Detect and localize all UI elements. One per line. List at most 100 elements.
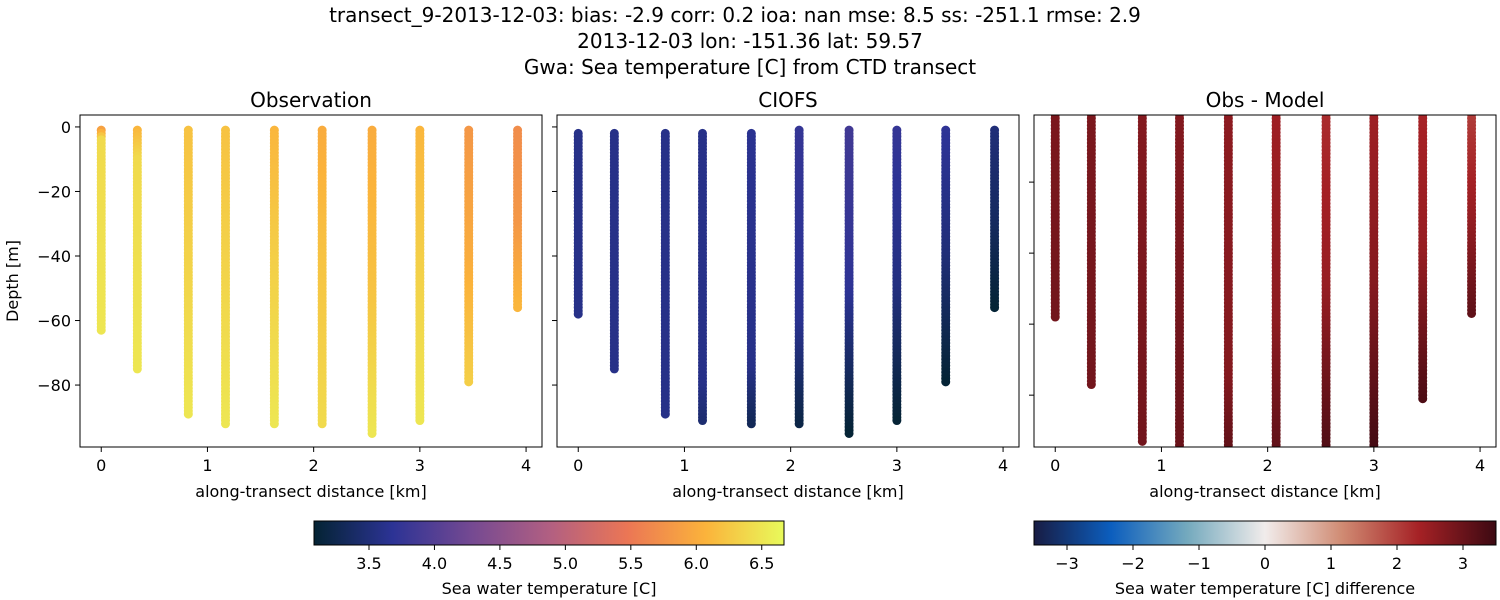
station-profile (1467, 115, 1477, 318)
colorbar-tick-label: 3.5 (356, 554, 381, 573)
y-tick-label: −40 (37, 247, 71, 266)
data-point (1177, 115, 1182, 116)
colorbar-tick-label: 5.0 (553, 554, 578, 573)
data-point (1369, 443, 1379, 447)
station-profile (609, 128, 619, 374)
station-profile (698, 128, 708, 426)
colorbar-tick-label: 4.0 (422, 554, 447, 573)
x-tick-label: 1 (1156, 456, 1166, 475)
station-profile (1321, 115, 1331, 460)
colorbar-0: 3.5 4.0 4.5 5.0 5.5 6.0 6.5 Sea water temperatu… (313, 520, 785, 598)
colorbar-tick-label: −2 (1121, 554, 1145, 573)
x-tick-label: 0 (96, 456, 106, 475)
station-profile (794, 125, 804, 429)
x-tick-label: 3 (892, 456, 902, 475)
y-axis-label: Depth [m] (3, 240, 22, 322)
station-profile (513, 125, 523, 313)
panels: Observation 0 1 2 3 4 0 −20 −40 −60 −80 along-trans… (3, 88, 1497, 501)
axes-frame (1033, 114, 1497, 448)
data-point (1418, 394, 1428, 404)
panel-2: Obs - Model 0 1 2 3 4 along-transect distance … (1029, 88, 1497, 501)
y-tick-label: −20 (37, 182, 71, 201)
colorbar-tick-label: 3 (1458, 554, 1468, 573)
data-point (1322, 447, 1331, 456)
title-line-1: transect_9-2013-12-03: bias: -2.9 corr: … (329, 3, 1141, 27)
data-point (746, 419, 756, 429)
panel-0: Observation 0 1 2 3 4 0 −20 −40 −60 −80 along-trans… (3, 88, 543, 501)
x-axis-label: along-transect distance [km] (672, 482, 903, 501)
colorbar-label: Sea water temperature [C] difference (1115, 579, 1415, 598)
x-axis-label: along-transect distance [km] (1149, 482, 1380, 501)
data-point (1371, 115, 1377, 116)
data-point (1271, 443, 1281, 447)
data-point (1272, 447, 1281, 456)
data-point (1321, 443, 1331, 447)
data-point (1140, 115, 1145, 116)
station-profile (1223, 115, 1233, 456)
data-point (844, 428, 854, 438)
x-tick-label: 4 (1475, 456, 1485, 475)
data-point (660, 409, 670, 419)
data-point (609, 364, 619, 374)
scatter-points (1050, 115, 1477, 460)
station-profile (1137, 115, 1147, 446)
data-point (698, 416, 708, 426)
data-point (1322, 451, 1331, 460)
data-point (1089, 115, 1094, 116)
station-profile (746, 128, 756, 429)
y-tick-label: −80 (37, 376, 71, 395)
station-profile (573, 128, 583, 319)
data-point (892, 416, 902, 426)
station-profile (221, 125, 231, 429)
station-profile (1369, 115, 1379, 447)
station-profile (132, 125, 142, 374)
axes-frame (79, 114, 543, 448)
data-point (1224, 443, 1233, 447)
data-point (415, 416, 425, 426)
station-profile (464, 125, 474, 387)
data-point (1053, 115, 1058, 116)
x-tick-label: 2 (1263, 456, 1273, 475)
x-tick-label: 4 (998, 456, 1008, 475)
data-point (941, 377, 951, 387)
scatter-points (96, 125, 523, 438)
data-point (513, 303, 523, 313)
colorbars: 3.5 4.0 4.5 5.0 5.5 6.0 6.5 Sea water temperatu… (313, 520, 1497, 598)
station-profile (96, 125, 106, 335)
colorbar-tick-label: 6.5 (749, 554, 774, 573)
station-profile (1418, 115, 1428, 404)
x-tick-label: 4 (521, 456, 531, 475)
x-tick-label: 3 (1369, 456, 1379, 475)
data-point (1175, 443, 1184, 447)
colorbar-tick-label: 2 (1392, 554, 1402, 573)
data-point (1086, 380, 1096, 390)
colorbar-gradient (1033, 520, 1497, 546)
colorbar-tick-label: 1 (1326, 554, 1336, 573)
x-tick-label: 3 (415, 456, 425, 475)
y-tick-label: −60 (37, 312, 71, 331)
data-point (1137, 436, 1147, 446)
panel-title: Observation (250, 88, 372, 112)
station-profile (317, 125, 327, 429)
station-profile (892, 125, 902, 426)
station-profile (660, 128, 670, 419)
panel-title: CIOFS (758, 88, 817, 112)
station-profile (367, 125, 377, 438)
data-point (221, 419, 231, 429)
x-tick-label: 0 (573, 456, 583, 475)
station-profile (844, 125, 854, 438)
colorbar-label: Sea water temperature [C] (442, 579, 657, 598)
station-profile (990, 125, 1000, 313)
data-point (96, 325, 106, 335)
colorbar-gradient (313, 520, 785, 546)
station-profile (1050, 115, 1060, 322)
station-profile (941, 125, 951, 387)
y-tick-label: 0 (61, 118, 71, 137)
station-profile (1086, 115, 1096, 390)
panel-1: CIOFS 0 1 2 3 4 along-transect distance [km] (552, 88, 1020, 501)
title-line-3: Gwa: Sea temperature [C] from CTD transe… (524, 55, 976, 79)
data-point (1224, 447, 1233, 456)
x-tick-label: 2 (786, 456, 796, 475)
data-point (183, 409, 193, 419)
